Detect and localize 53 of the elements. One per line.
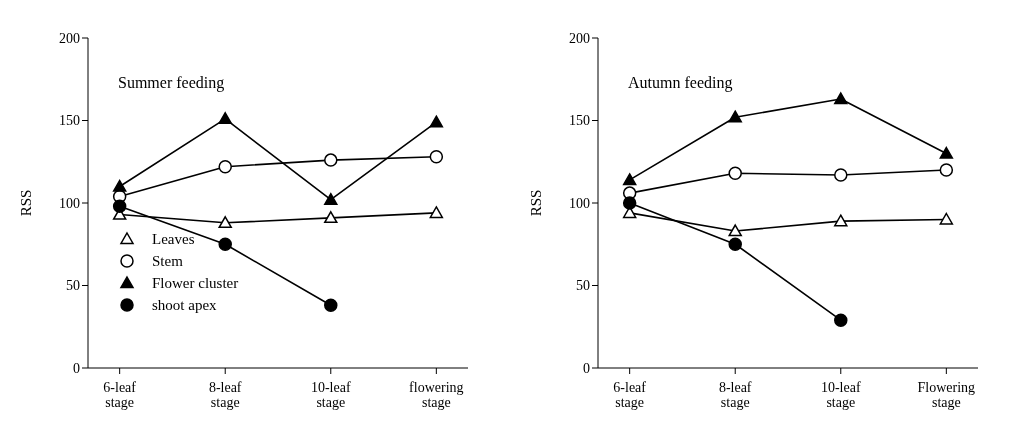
point xyxy=(728,110,742,123)
y-axis-title: RSS xyxy=(528,189,545,217)
x-tick-label: 8-leaf stage xyxy=(718,380,752,410)
point xyxy=(429,206,444,219)
point xyxy=(622,196,637,210)
point xyxy=(324,192,338,205)
y-tick-label: 0 xyxy=(73,360,80,376)
point xyxy=(622,206,637,219)
point xyxy=(429,150,444,164)
point xyxy=(939,146,954,159)
legend-label: Stem xyxy=(152,252,183,270)
x-tick-label: 6-leaf stage xyxy=(103,380,137,410)
point xyxy=(112,179,127,192)
y-tick-label: 0 xyxy=(583,360,590,376)
point xyxy=(834,168,848,182)
point xyxy=(728,224,742,237)
point xyxy=(429,115,444,128)
y-tick-label: 200 xyxy=(569,30,590,46)
point xyxy=(728,166,742,181)
x-tick-label: 6-leaf stage xyxy=(613,380,647,410)
y-tick-label: 200 xyxy=(59,30,80,46)
y-tick-label: 50 xyxy=(576,278,590,294)
text: Autumn feeding xyxy=(628,74,733,92)
legend-label: Leaves xyxy=(152,230,195,248)
point xyxy=(834,313,848,327)
point xyxy=(622,173,637,186)
x-tick-label: 8-leaf stage xyxy=(208,380,242,410)
point xyxy=(939,212,954,225)
legend-label: shoot apex xyxy=(152,296,217,314)
y-tick-label: 50 xyxy=(66,278,80,294)
y-tick-label: 150 xyxy=(59,113,80,129)
text: Summer feeding xyxy=(118,74,225,92)
point xyxy=(324,211,338,224)
x-tick-label: 10-leaf stage xyxy=(820,380,861,410)
legend-label: Flower cluster xyxy=(152,274,239,292)
y-tick-label: 100 xyxy=(569,195,590,211)
x-tick-label: 10-leaf stage xyxy=(310,380,351,410)
x-tick-label: Flowering stage xyxy=(917,380,976,410)
point xyxy=(112,199,127,214)
y-axis-title: RSS xyxy=(18,189,35,217)
point xyxy=(324,298,338,313)
point xyxy=(218,216,232,229)
point xyxy=(939,163,954,177)
point xyxy=(728,237,742,251)
point xyxy=(218,112,232,125)
point xyxy=(834,92,848,105)
point xyxy=(834,214,848,227)
y-tick-label: 150 xyxy=(569,113,590,129)
point xyxy=(324,153,338,167)
x-tick-label: flowering stage xyxy=(409,380,464,410)
point xyxy=(218,159,232,174)
point xyxy=(218,237,232,251)
y-tick-label: 100 xyxy=(59,195,80,211)
